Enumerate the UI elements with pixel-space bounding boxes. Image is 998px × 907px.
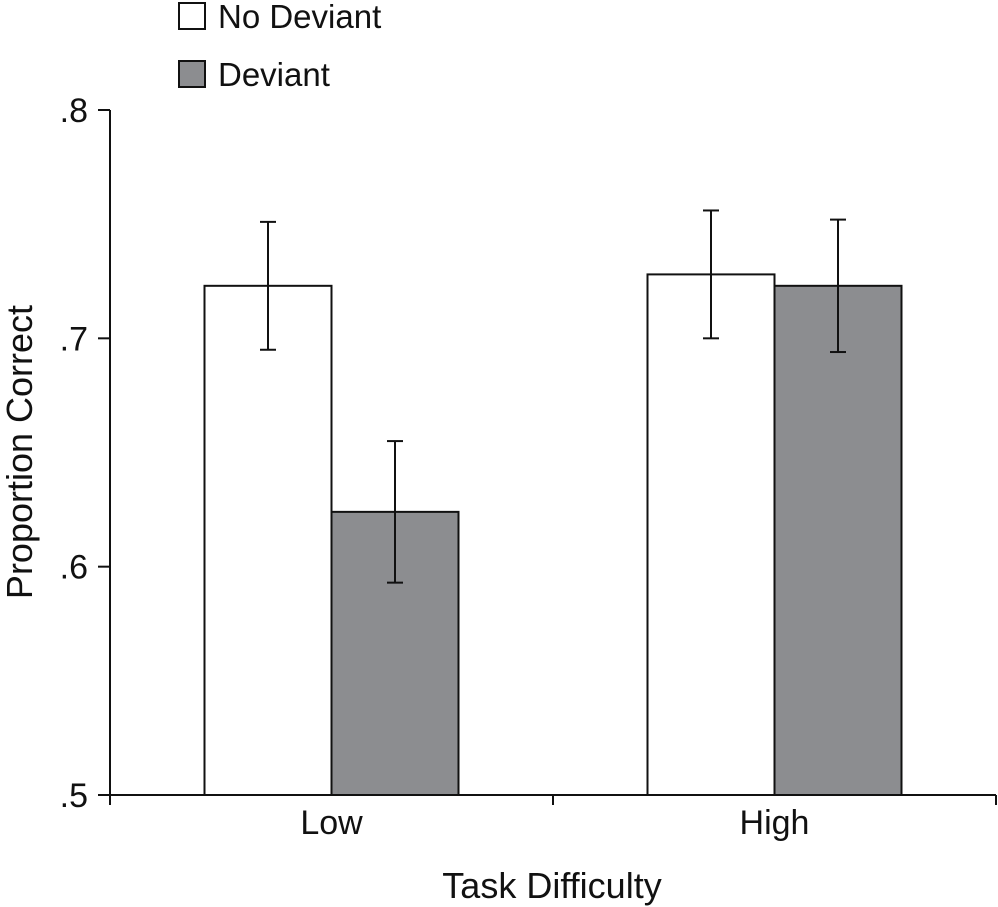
legend-swatch-no-deviant	[178, 2, 206, 30]
error-bars	[260, 209, 846, 584]
y-tick-label: .8	[60, 92, 88, 130]
bar-high-no-deviant	[646, 273, 776, 796]
legend-swatch-deviant	[178, 60, 206, 88]
x-category-label: Low	[300, 804, 363, 842]
legend-label-deviant: Deviant	[218, 56, 330, 93]
bar-low-no-deviant	[203, 284, 333, 796]
legend: No Deviant Deviant	[178, 0, 381, 93]
legend-label-no-deviant: No Deviant	[218, 0, 381, 35]
y-tick-label: .5	[60, 777, 88, 815]
error-bar-high-deviant	[830, 218, 846, 354]
error-bar-low-no-deviant	[260, 220, 276, 351]
x-axis-title: Task Difficulty	[442, 865, 661, 906]
y-ticks: .5 .6 .7 .8	[60, 92, 110, 815]
bar-high-deviant	[773, 284, 903, 796]
x-category-label: High	[740, 804, 810, 842]
y-tick-label: .7	[60, 320, 88, 358]
y-tick-label: .6	[60, 549, 88, 587]
error-bar-low-deviant	[387, 440, 403, 584]
y-axis-title: Proportion Correct	[0, 305, 40, 599]
bars	[203, 273, 903, 796]
x-ticks: Low High	[109, 795, 997, 842]
error-bar-high-no-deviant	[703, 209, 719, 340]
